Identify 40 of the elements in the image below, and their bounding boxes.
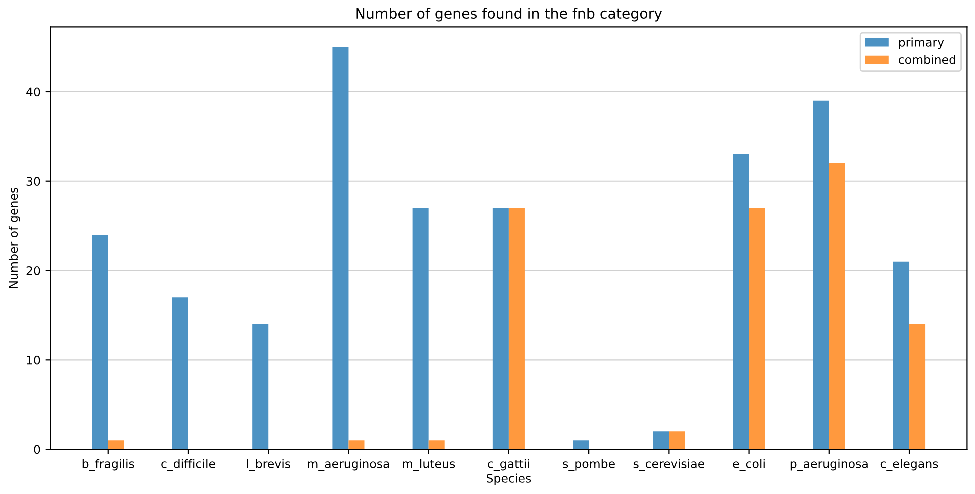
bar [573, 440, 590, 450]
y-tick-label: 20 [26, 266, 40, 276]
bar [348, 440, 365, 450]
bar [829, 163, 846, 450]
x-tick-label: l_brevis [247, 459, 291, 472]
x-tick-label: m_aeruginosa [308, 459, 390, 472]
bar [910, 324, 926, 450]
bar [412, 208, 429, 450]
bar [733, 154, 750, 450]
y-axis-title: Number of genes [8, 188, 20, 288]
bar [893, 262, 910, 450]
x-tick-label: b_fragilis [82, 459, 134, 472]
x-axis-title: Species [487, 474, 532, 486]
chart-title: Number of genes found in the fnb category [356, 8, 662, 22]
legend-label: combined [898, 55, 956, 64]
bar [108, 440, 124, 450]
bar [669, 432, 686, 450]
bar [508, 208, 525, 450]
x-tick-label: m_luteus [403, 459, 456, 472]
x-tick-label: p_aeruginosa [790, 459, 868, 472]
x-tick-label: s_pombe [563, 459, 615, 472]
bar [92, 235, 108, 450]
bar [749, 208, 766, 450]
x-tick-label: c_elegans [880, 459, 938, 472]
x-tick-label: c_gattii [488, 459, 530, 472]
y-tick-label: 0 [34, 445, 40, 454]
bar [428, 440, 445, 450]
y-tick-label: 30 [26, 177, 40, 186]
bar [813, 100, 830, 450]
bar [172, 298, 188, 450]
x-tick-label: c_difficile [162, 459, 216, 472]
bar [653, 432, 670, 450]
bar [492, 208, 509, 450]
x-tick-label: e_coli [733, 459, 765, 472]
y-tick-label: 10 [27, 356, 40, 365]
bar [332, 47, 349, 450]
x-tick-label: s_cerevisiae [634, 459, 704, 472]
bar [252, 324, 269, 450]
y-tick-label: 40 [26, 88, 40, 97]
legend-label: primary [899, 38, 944, 50]
